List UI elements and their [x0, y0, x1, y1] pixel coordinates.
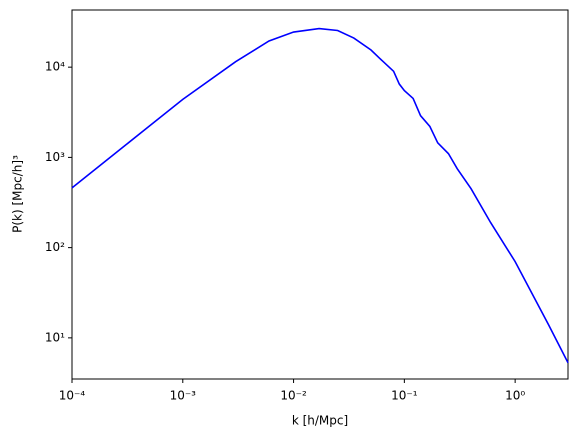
y-axis-label: P(k) [Mpc/h]³: [11, 155, 25, 233]
plot-frame: [71, 9, 569, 380]
y-tick-label: 10³: [45, 150, 65, 164]
y-tick-label: 10⁴: [45, 60, 65, 74]
x-tick-label: 10⁻³: [170, 389, 197, 403]
x-tick-label: 10⁰: [505, 389, 525, 403]
x-tick-label: 10⁻¹: [391, 389, 418, 403]
y-tick-label: 10¹: [45, 330, 65, 344]
x-tick-label: 10⁻²: [280, 389, 307, 403]
x-axis-label: k [h/Mpc]: [292, 414, 348, 428]
y-tick-label: 10²: [45, 240, 65, 254]
data-line: [71, 27, 569, 364]
x-tick-label: 10⁻⁴: [59, 389, 86, 403]
